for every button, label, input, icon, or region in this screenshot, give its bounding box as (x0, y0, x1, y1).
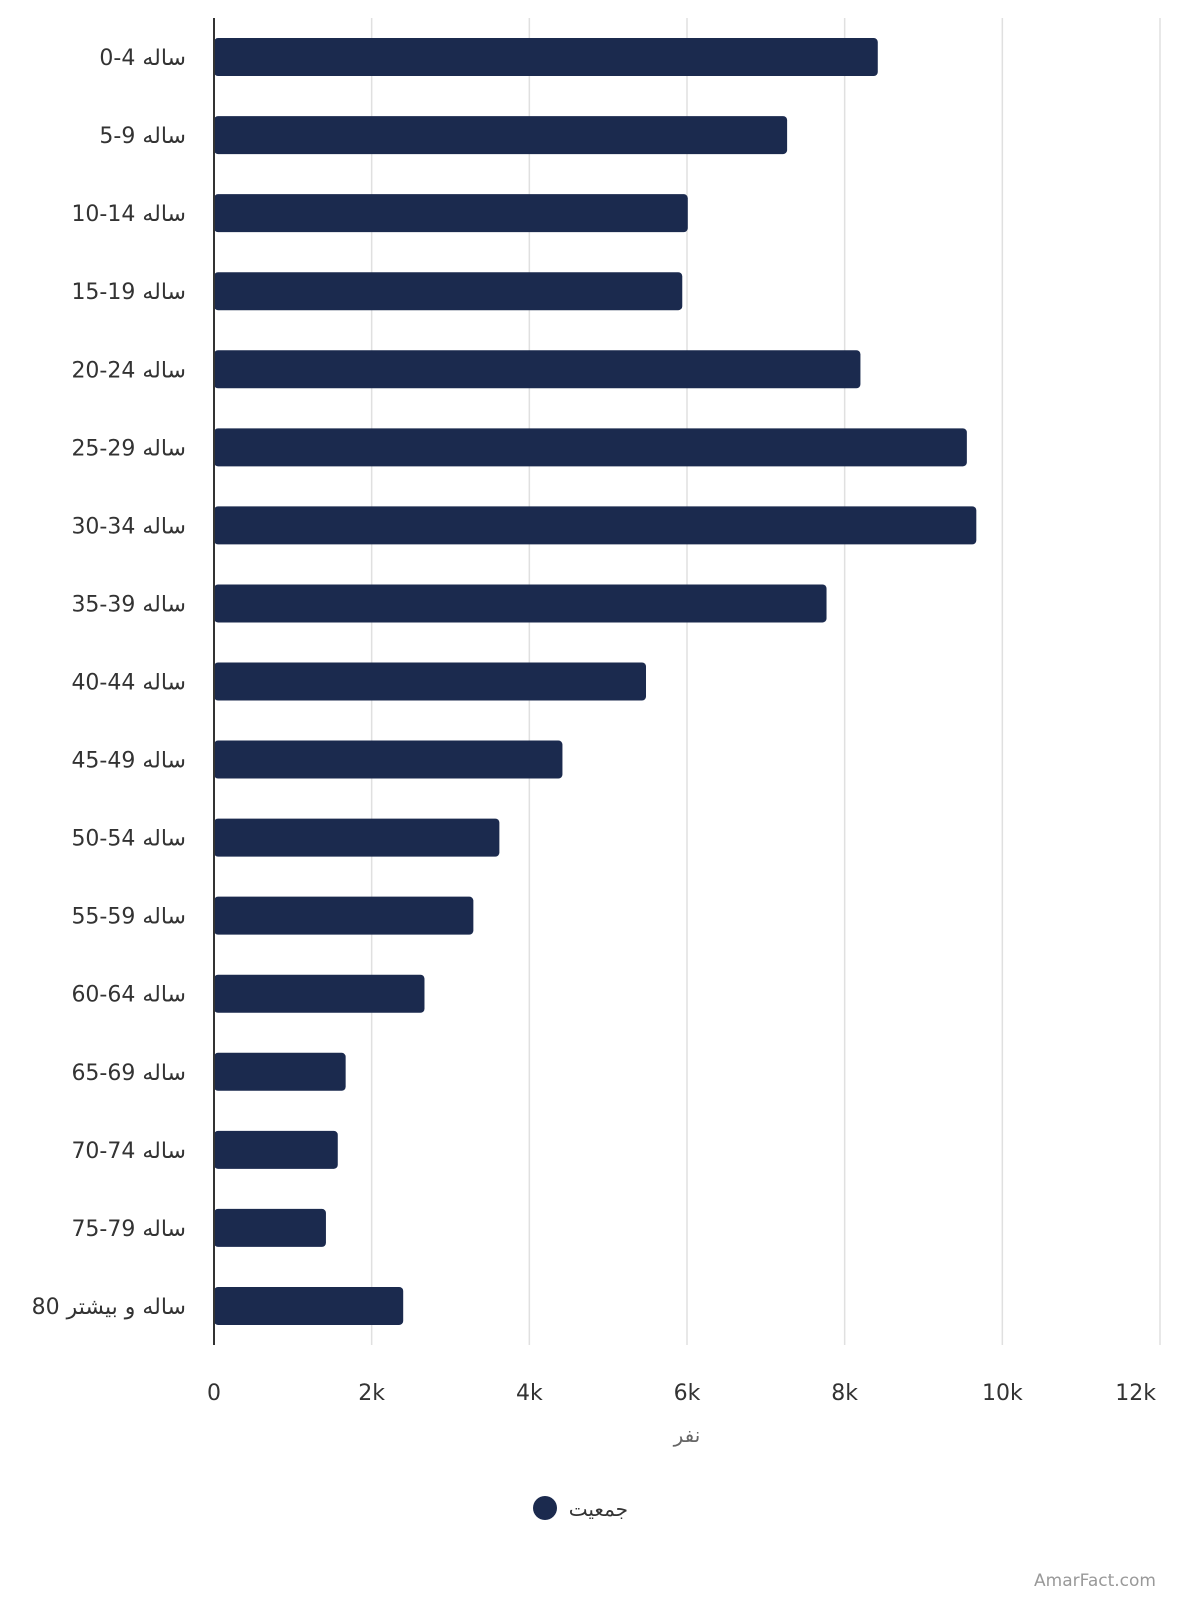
legend: جمعیت (533, 1496, 628, 1521)
bar[interactable] (214, 1208, 326, 1247)
x-tick-label: 4k (516, 1381, 543, 1406)
bar[interactable] (214, 272, 683, 311)
source-credit: AmarFact.com (1034, 1571, 1156, 1591)
category-labels: 0-4 ساله 5-9 ساله 10-14 ساله 15-19 ساله 20-2… (32, 46, 186, 1320)
x-tick-label: 2k (358, 1381, 385, 1406)
bar[interactable] (214, 38, 878, 77)
category-label: 70-74 ساله (71, 1139, 186, 1164)
bar[interactable] (214, 1286, 404, 1325)
legend-label[interactable]: جمعیت (569, 1497, 628, 1521)
x-tick-label: 10k (982, 1381, 1023, 1406)
bar[interactable] (214, 506, 977, 545)
category-label: 30-34 ساله (71, 514, 186, 539)
bar[interactable] (214, 1130, 338, 1169)
category-label: 80 ساله و بیشتر (32, 1295, 186, 1320)
bar[interactable] (214, 194, 688, 233)
category-label: 20-24 ساله (71, 358, 186, 383)
legend-marker[interactable] (533, 1496, 557, 1520)
bars (214, 38, 977, 1325)
bar[interactable] (214, 350, 861, 389)
category-label: 15-19 ساله (71, 280, 186, 305)
x-tick-label: 6k (674, 1381, 701, 1406)
x-tick-label: 8k (831, 1381, 858, 1406)
bar[interactable] (214, 116, 788, 155)
x-tick-label: 12k (1115, 1381, 1156, 1406)
x-tick-label: 0 (207, 1381, 221, 1406)
category-label: 55-59 ساله (71, 905, 186, 930)
category-label: 65-69 ساله (71, 1061, 186, 1086)
category-label: 60-64 ساله (71, 983, 186, 1008)
category-label: 50-54 ساله (71, 827, 186, 852)
bar[interactable] (214, 740, 563, 779)
bar[interactable] (214, 974, 425, 1013)
category-label: 5-9 ساله (99, 124, 186, 149)
x-tick-labels: 0 2k 4k 6k 8k 10k 12k (207, 1381, 1156, 1406)
x-axis-title: نفر (673, 1423, 701, 1447)
category-label: 40-44 ساله (71, 671, 186, 696)
category-label: 25-29 ساله (71, 436, 186, 461)
category-label: 75-79 ساله (71, 1217, 186, 1242)
category-label: 35-39 ساله (71, 592, 186, 617)
grid-lines (370, 18, 1161, 1345)
bar[interactable] (214, 818, 500, 857)
bar[interactable] (214, 428, 967, 467)
category-label: 10-14 ساله (71, 202, 186, 227)
bar[interactable] (214, 662, 647, 701)
category-label: 0-4 ساله (99, 46, 186, 71)
bar[interactable] (214, 584, 827, 623)
category-label: 45-49 ساله (71, 749, 186, 774)
bar[interactable] (214, 1052, 346, 1091)
bar[interactable] (214, 896, 474, 935)
